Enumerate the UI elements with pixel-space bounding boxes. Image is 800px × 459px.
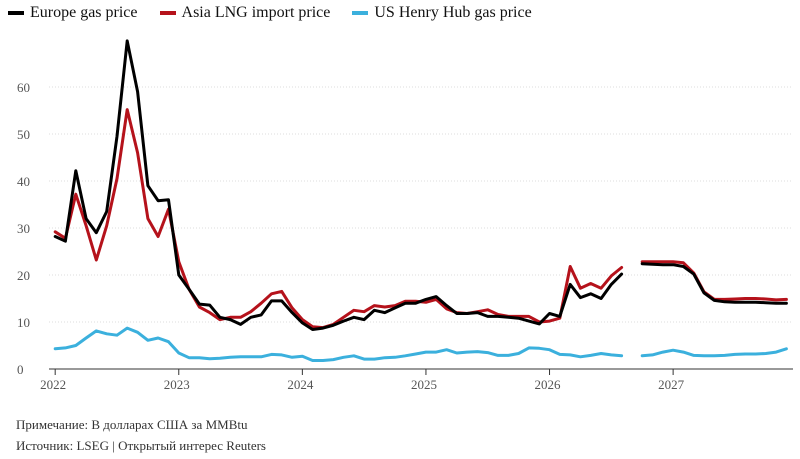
series-line-2-segment-1 bbox=[640, 347, 788, 358]
series-line-2-segment-0 bbox=[53, 326, 624, 362]
note-text: Примечание: В долларах США за MMBtu bbox=[16, 417, 248, 432]
series-line-1-segment-0 bbox=[53, 108, 624, 330]
legend-swatch bbox=[8, 11, 24, 15]
x-tick-label: 2024 bbox=[287, 377, 314, 392]
legend-label: Europe gas price bbox=[30, 4, 138, 21]
series-line-1-segment-1 bbox=[640, 260, 788, 302]
series-line-0-segment-1 bbox=[640, 262, 788, 305]
chart-legend: Europe gas price Asia LNG import price US … bbox=[8, 4, 532, 22]
legend-swatch bbox=[352, 11, 369, 15]
x-tick-label: 2027 bbox=[658, 377, 685, 392]
series-line-0-segment-0 bbox=[53, 39, 624, 331]
y-tick-label: 0 bbox=[17, 362, 24, 377]
y-tick-label: 50 bbox=[17, 127, 30, 142]
legend-item-2: US Henry Hub gas price bbox=[352, 4, 532, 22]
y-tick-label: 40 bbox=[17, 174, 30, 189]
x-tick-label: 2022 bbox=[40, 377, 66, 392]
y-tick-label: 30 bbox=[17, 221, 30, 236]
legend-item-0: Europe gas price bbox=[8, 4, 138, 22]
y-tick-label: 20 bbox=[17, 268, 30, 283]
source-text: Источник: LSEG | Открытый интерес Reuter… bbox=[16, 438, 266, 453]
x-tick-label: 2025 bbox=[411, 377, 437, 392]
chart-footer: Примечание: В долларах США за MMBtu Исто… bbox=[16, 414, 266, 456]
legend-swatch bbox=[159, 11, 176, 15]
legend-item-1: Asia LNG import price bbox=[159, 4, 331, 22]
x-tick-label: 2023 bbox=[164, 377, 190, 392]
legend-label: US Henry Hub gas price bbox=[374, 4, 532, 21]
y-tick-label: 10 bbox=[17, 315, 30, 330]
y-tick-label: 60 bbox=[17, 80, 30, 95]
legend-label: Asia LNG import price bbox=[181, 4, 331, 21]
x-tick-label: 2026 bbox=[535, 377, 562, 392]
